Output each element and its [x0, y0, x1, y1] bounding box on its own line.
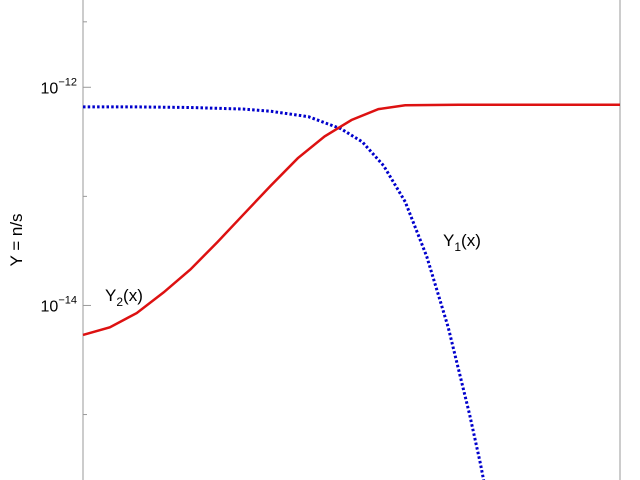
series-1-line: [83, 105, 486, 480]
series-2-line: [82, 103, 620, 337]
curves: [82, 103, 620, 480]
curve-labels: Y1(x) Y2(x): [105, 231, 481, 309]
series-2-label: Y2(x): [105, 286, 143, 309]
series-1-label: Y1(x): [443, 231, 481, 254]
y-tick-label: 10−12: [41, 76, 77, 97]
y-axis-label: Y = n/s: [7, 213, 26, 266]
y-ticks: 10−12 10−14: [41, 21, 91, 416]
y-tick-label: 10−14: [41, 294, 77, 315]
